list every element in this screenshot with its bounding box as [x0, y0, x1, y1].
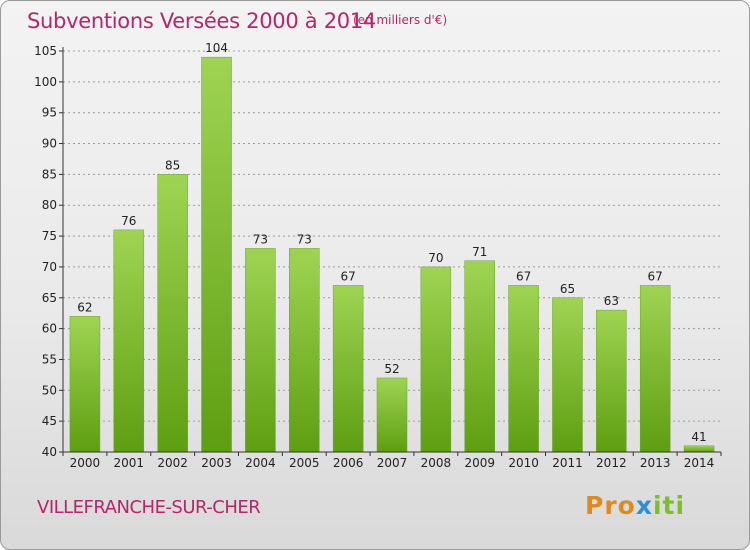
x-tick-label: 2009	[464, 456, 495, 470]
y-tick-label: 55	[42, 352, 57, 366]
data-label: 71	[472, 245, 487, 259]
y-tick-label: 80	[42, 198, 57, 212]
data-label: 76	[121, 214, 136, 228]
logo-part: x	[635, 491, 653, 520]
x-tick-label: 2010	[508, 456, 539, 470]
bar	[69, 316, 101, 453]
bar	[245, 248, 276, 453]
x-tick-label: 2001	[114, 456, 145, 470]
y-tick-label: 60	[42, 322, 57, 336]
y-tick-label: 65	[42, 291, 57, 305]
x-tick-label: 2012	[596, 456, 627, 470]
logo-part: Pro	[585, 491, 636, 520]
x-tick-label: 2000	[70, 456, 101, 470]
data-label: 67	[340, 269, 355, 283]
bar	[552, 297, 583, 453]
x-tick-label: 2014	[684, 456, 715, 470]
x-tick-label: 2006	[333, 456, 364, 470]
data-label: 73	[297, 232, 312, 246]
data-label: 104	[205, 41, 228, 55]
bar	[596, 309, 627, 453]
bar	[289, 248, 320, 453]
bar	[464, 260, 495, 453]
bar	[201, 56, 232, 453]
bars	[69, 56, 715, 453]
data-label: 67	[648, 269, 663, 283]
y-tick-label: 90	[42, 137, 57, 151]
x-tick-label: 2004	[245, 456, 276, 470]
data-label: 41	[691, 430, 706, 444]
data-label: 73	[253, 232, 268, 246]
x-tick-label: 2003	[201, 456, 232, 470]
y-tick-label: 95	[42, 106, 57, 120]
logo-part: iti	[652, 491, 686, 520]
y-tick-label: 75	[42, 229, 57, 243]
chart-title: Subventions Versées 2000 à 2014	[27, 9, 376, 33]
y-tick-label: 45	[42, 414, 57, 428]
bar	[332, 285, 364, 453]
bar	[639, 285, 671, 453]
data-label: 65	[560, 282, 575, 296]
x-tick-label: 2005	[289, 456, 320, 470]
x-tick-label: 2011	[552, 456, 583, 470]
y-tick-label: 105	[34, 44, 57, 58]
x-tick-label: 2007	[377, 456, 408, 470]
data-label: 63	[604, 294, 619, 308]
bar	[376, 377, 408, 453]
data-label: 67	[516, 269, 531, 283]
y-tick-label: 50	[42, 383, 57, 397]
data-label: 52	[384, 362, 399, 376]
y-tick-label: 70	[42, 260, 57, 274]
chart-subtitle: (en milliers d'€)	[353, 13, 448, 27]
data-label: 62	[77, 300, 92, 314]
bar	[157, 174, 188, 453]
bar	[113, 229, 145, 453]
data-label: 85	[165, 158, 180, 172]
labels: 62 76 85 104 73 73 67 52 70 71 67 65 63 67 41	[77, 41, 706, 444]
bar	[683, 445, 715, 453]
axes: 40 45 50 55 60 65 70 75 80 85 90 95 100 105 2000 2001 20…	[34, 44, 722, 470]
y-tick-label: 100	[34, 75, 57, 89]
y-tick-label: 40	[42, 445, 57, 459]
commune-name: VILLEFRANCHE-SUR-CHER	[37, 497, 261, 518]
proxiti-logo: Proxiti	[585, 491, 685, 520]
y-tick-label: 85	[42, 167, 57, 181]
x-tick-label: 2013	[640, 456, 671, 470]
bar	[508, 285, 539, 453]
data-label: 70	[428, 251, 443, 265]
bar	[420, 266, 452, 453]
x-tick-label: 2008	[421, 456, 452, 470]
x-tick-label: 2002	[157, 456, 188, 470]
